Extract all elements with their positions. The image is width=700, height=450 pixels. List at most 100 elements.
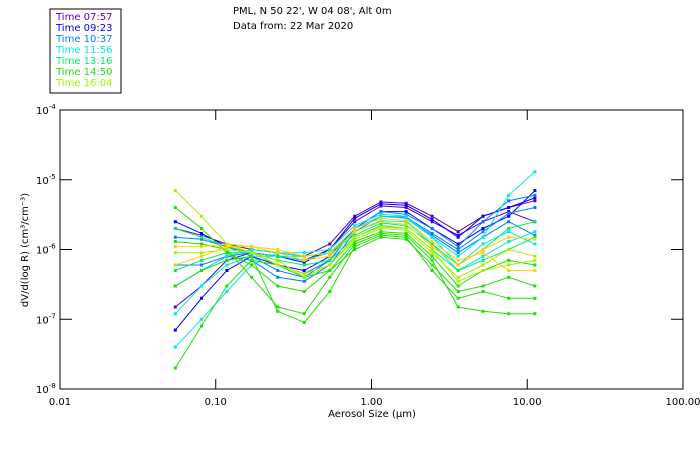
data-point bbox=[328, 254, 332, 258]
data-point bbox=[379, 230, 383, 234]
data-point bbox=[481, 251, 485, 255]
data-point bbox=[276, 258, 280, 262]
data-point bbox=[199, 324, 203, 328]
data-point bbox=[533, 312, 537, 316]
data-point bbox=[173, 305, 177, 309]
x-tick-label: 1.00 bbox=[360, 397, 382, 408]
data-point bbox=[379, 216, 383, 220]
data-point bbox=[302, 275, 306, 279]
data-point bbox=[199, 245, 203, 249]
data-point bbox=[456, 296, 460, 300]
data-point bbox=[276, 248, 280, 251]
data-point bbox=[507, 193, 511, 197]
data-point bbox=[404, 227, 408, 231]
data-point bbox=[379, 231, 383, 235]
legend-entry: Time 09:23 bbox=[55, 23, 112, 34]
data-point bbox=[481, 248, 485, 251]
data-point bbox=[533, 220, 537, 224]
data-point bbox=[199, 237, 203, 241]
data-point bbox=[481, 227, 485, 231]
data-point bbox=[404, 201, 408, 205]
data-point bbox=[404, 231, 408, 235]
data-point bbox=[199, 231, 203, 235]
data-point bbox=[379, 212, 383, 216]
data-point bbox=[173, 366, 177, 370]
data-point bbox=[353, 233, 357, 237]
data-point bbox=[379, 210, 383, 214]
data-point bbox=[481, 235, 485, 239]
data-point bbox=[404, 203, 408, 207]
data-point bbox=[302, 254, 306, 258]
data-point bbox=[173, 245, 177, 249]
data-point bbox=[430, 263, 434, 267]
data-point bbox=[481, 230, 485, 234]
data-point bbox=[507, 258, 511, 262]
data-point bbox=[507, 248, 511, 251]
legend-box bbox=[49, 8, 122, 94]
data-point bbox=[276, 275, 280, 279]
data-point bbox=[225, 242, 229, 246]
y-tick-label: 10-7 bbox=[36, 312, 56, 326]
data-point bbox=[533, 263, 537, 267]
data-point bbox=[353, 227, 357, 231]
data-point bbox=[507, 211, 511, 215]
data-point bbox=[225, 245, 229, 249]
data-point bbox=[302, 268, 306, 272]
data-point bbox=[430, 231, 434, 235]
data-point bbox=[250, 248, 254, 251]
data-point bbox=[302, 258, 306, 262]
data-point bbox=[225, 284, 229, 288]
data-point bbox=[173, 268, 177, 272]
data-point bbox=[507, 275, 511, 279]
data-point bbox=[199, 251, 203, 255]
legend-entry: Time 11:56 bbox=[55, 45, 112, 56]
data-point bbox=[533, 235, 537, 239]
data-point bbox=[173, 284, 177, 288]
data-point bbox=[456, 275, 460, 279]
data-point bbox=[173, 227, 177, 231]
data-point bbox=[328, 268, 332, 272]
data-point bbox=[353, 245, 357, 249]
data-point bbox=[353, 230, 357, 234]
data-point bbox=[404, 216, 408, 220]
data-point bbox=[481, 242, 485, 246]
data-point bbox=[379, 204, 383, 208]
data-point bbox=[328, 251, 332, 255]
data-point bbox=[430, 240, 434, 244]
legend-entry: Time 13:16 bbox=[55, 56, 112, 67]
data-point bbox=[225, 254, 229, 258]
data-point bbox=[173, 206, 177, 210]
data-point bbox=[507, 263, 511, 267]
data-point bbox=[173, 251, 177, 255]
data-point bbox=[225, 289, 229, 293]
data-point bbox=[404, 206, 408, 210]
data-point bbox=[507, 268, 511, 272]
data-point bbox=[250, 258, 254, 262]
data-point bbox=[199, 258, 203, 262]
data-point bbox=[173, 263, 177, 267]
data-point bbox=[353, 214, 357, 218]
data-point bbox=[456, 242, 460, 246]
data-point bbox=[456, 233, 460, 237]
series-9 bbox=[173, 219, 537, 316]
data-point bbox=[456, 254, 460, 258]
data-point bbox=[302, 279, 306, 283]
data-point bbox=[456, 248, 460, 251]
data-point bbox=[276, 309, 280, 313]
data-point bbox=[379, 225, 383, 229]
data-point bbox=[353, 240, 357, 244]
data-point bbox=[379, 200, 383, 204]
data-point bbox=[379, 202, 383, 206]
data-point bbox=[302, 289, 306, 293]
data-point bbox=[276, 251, 280, 255]
data-point bbox=[430, 227, 434, 231]
data-point bbox=[276, 263, 280, 267]
data-point bbox=[507, 230, 511, 234]
data-point bbox=[250, 263, 254, 267]
data-point bbox=[481, 284, 485, 288]
data-point bbox=[430, 233, 434, 237]
data-point bbox=[430, 220, 434, 224]
data-point bbox=[481, 214, 485, 218]
data-point bbox=[430, 214, 434, 218]
